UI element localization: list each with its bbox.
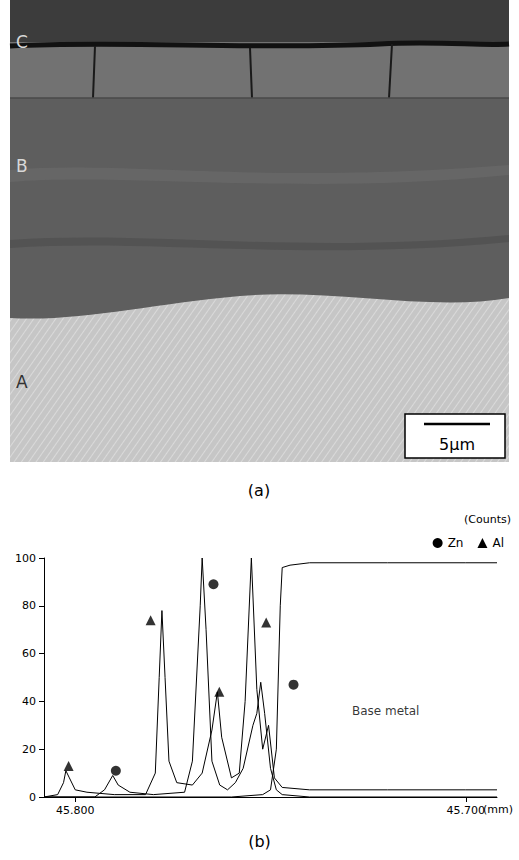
svg-text:60: 60	[22, 647, 36, 660]
svg-text:5μm: 5μm	[439, 435, 475, 454]
svg-text:Zn: Zn	[448, 536, 464, 550]
svg-text:0: 0	[29, 791, 36, 804]
svg-text:Base metal: Base metal	[352, 704, 420, 718]
svg-text:20: 20	[22, 743, 36, 756]
svg-text:(b): (b)	[248, 832, 271, 851]
svg-text:(mm): (mm)	[483, 803, 513, 816]
svg-text:80: 80	[22, 599, 36, 612]
svg-text:40: 40	[22, 695, 36, 708]
svg-text:Al: Al	[492, 536, 504, 550]
svg-text:100: 100	[15, 552, 36, 565]
svg-text:(Counts): (Counts)	[464, 513, 511, 526]
svg-text:C: C	[16, 32, 28, 52]
svg-text:B: B	[16, 156, 28, 176]
svg-text:45.700: 45.700	[447, 804, 486, 817]
svg-text:(a): (a)	[248, 481, 270, 500]
svg-text:A: A	[16, 372, 28, 392]
svg-text:45.800: 45.800	[56, 804, 95, 817]
